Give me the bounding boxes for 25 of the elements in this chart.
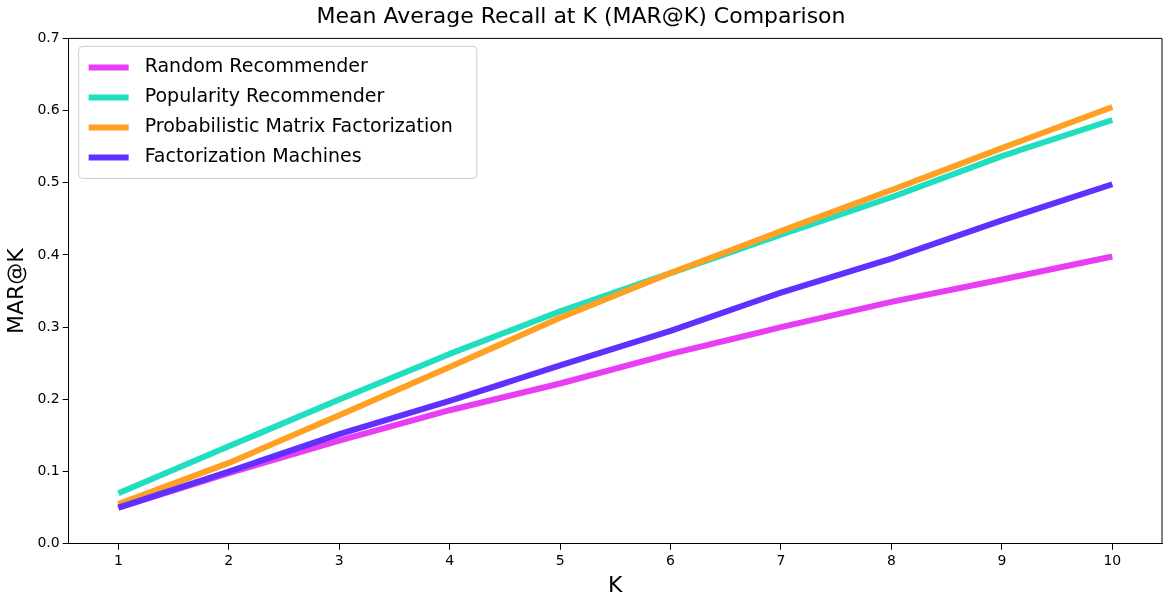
x-axis-title: K [608,571,624,597]
chart-title: Mean Average Recall at K (MAR@K) Comparison [316,2,846,28]
y-tick-label: 0.6 [37,101,60,118]
x-tick-label: 7 [776,551,786,568]
x-tick-label: 8 [886,551,896,568]
y-tick-label: 0.7 [37,29,60,46]
x-tick-label: 10 [1103,551,1122,568]
y-tick-label: 0.1 [37,462,60,479]
legend-label: Probabilistic Matrix Factorization [144,114,453,137]
x-tick-label: 6 [666,551,676,568]
y-tick-label: 0.5 [37,173,60,190]
x-tick-label: 2 [224,551,234,568]
legend-label: Popularity Recommender [144,84,385,107]
x-tick-label: 1 [113,551,123,568]
legend-label: Factorization Machines [144,144,362,167]
x-tick-label: 3 [334,551,344,568]
y-tick-label: 0.3 [37,317,60,334]
x-tick-label: 5 [555,551,565,568]
y-tick-label: 0.0 [37,534,60,551]
y-tick-label: 0.2 [37,390,60,407]
x-tick-label: 9 [997,551,1007,568]
y-axis-title: MAR@K [2,247,28,334]
legend-label: Random Recommender [144,54,368,77]
x-tick-label: 4 [445,551,455,568]
y-tick-label: 0.4 [37,245,60,262]
